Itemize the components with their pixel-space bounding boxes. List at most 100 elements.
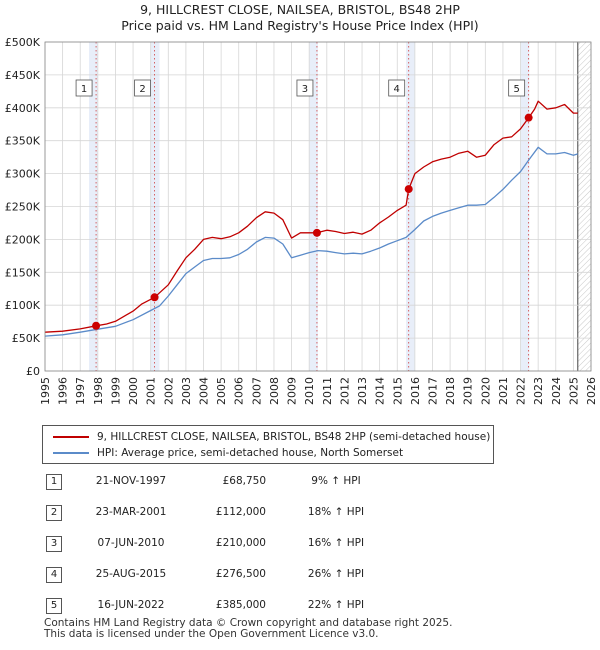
x-tick-label: 2015 <box>391 377 404 405</box>
y-tick-label: £150K <box>5 266 41 279</box>
x-tick-label: 2019 <box>462 377 475 405</box>
sale-date: 23-MAR-2001 <box>95 506 167 518</box>
axis-tick-labels: £0 £50K £100K £150K £200K £250K £300K £350K £400… <box>5 36 598 405</box>
sale-point-4 <box>404 185 413 194</box>
x-tick-label: 2002 <box>162 377 175 405</box>
chart-subtitle: Price paid vs. HM Land Registry's House … <box>121 18 479 33</box>
sale-label-box-1 <box>75 79 93 97</box>
sale-label-box-2 <box>134 79 151 97</box>
sale-label-text-4: 4 <box>394 84 400 95</box>
sale-number-badge: 1 <box>46 474 62 490</box>
sale-date: 25-AUG-2015 <box>95 568 167 580</box>
sale-row-5: 5 16-JUN-2022 £385,000 22% ↑ HPI <box>46 598 426 614</box>
sale-hpi-change: 22% ↑ HPI <box>307 599 365 611</box>
x-tick-label: 2003 <box>180 377 193 405</box>
footer-copyright: Contains HM Land Registry data © Crown c… <box>44 617 453 629</box>
sale-date: 21-NOV-1997 <box>95 475 167 487</box>
x-tick-label: 2026 <box>585 377 598 405</box>
legend-label-hpi: HPI: Average price, semi-detached house,… <box>97 447 404 459</box>
legend: 9, HILLCREST CLOSE, NAILSEA, BRISTOL, BS… <box>42 425 494 464</box>
property-price-line <box>44 100 578 333</box>
sale-label-box-3 <box>296 79 314 97</box>
sale-price: £276,500 <box>215 568 266 580</box>
y-tick-label: £100K <box>5 299 41 312</box>
y-tick-label: £0 <box>26 365 40 378</box>
sale-hpi-change: 18% ↑ HPI <box>307 506 365 518</box>
y-tick-label: £300K <box>5 168 41 181</box>
x-tick-label: 1996 <box>57 377 70 405</box>
price-chart: 1 2 3 4 5 £0 £50K £100K £150K £200K £250K £300K £35… <box>5 36 598 405</box>
legend-swatch-property <box>53 436 89 438</box>
sale-point-3 <box>312 228 321 237</box>
x-tick-label: 2023 <box>532 377 545 405</box>
sale-number-badge: 3 <box>46 536 62 552</box>
legend-item-property: 9, HILLCREST CLOSE, NAILSEA, BRISTOL, BS… <box>53 430 490 444</box>
sale-row-1: 1 21-NOV-1997 £68,750 9% ↑ HPI <box>46 474 426 490</box>
y-tick-label: £350K <box>5 135 41 148</box>
series-lines <box>44 100 578 337</box>
x-tick-label: 2005 <box>215 377 228 405</box>
x-tick-label: 2020 <box>479 377 492 405</box>
y-tick-label: £200K <box>5 233 41 246</box>
sale-label-text-3: 3 <box>302 84 308 95</box>
sale-label-text-1: 1 <box>81 84 87 95</box>
sale-row-2: 2 23-MAR-2001 £112,000 18% ↑ HPI <box>46 505 426 521</box>
sale-label-text-2: 2 <box>139 84 145 95</box>
sale-number-badge: 4 <box>46 567 62 583</box>
x-tick-label: 2017 <box>426 377 439 405</box>
sale-price: £68,750 <box>222 475 266 487</box>
x-tick-label: 2010 <box>303 377 316 405</box>
y-tick-label: £250K <box>5 201 41 214</box>
sale-price: £385,000 <box>215 599 266 611</box>
sale-point-1 <box>92 321 101 330</box>
sale-label-box-4 <box>388 79 406 97</box>
sale-hpi-change: 9% ↑ HPI <box>311 475 361 487</box>
sale-point-5 <box>524 113 533 122</box>
y-tick-label: £400K <box>5 102 41 115</box>
footer: Contains HM Land Registry data © Crown c… <box>44 618 452 640</box>
hpi-line <box>44 146 578 337</box>
x-tick-label: 2016 <box>409 377 422 405</box>
x-tick-label: 2009 <box>286 377 299 405</box>
x-tick-label: 2024 <box>550 377 563 405</box>
sale-row-4: 4 25-AUG-2015 £276,500 26% ↑ HPI <box>46 567 426 583</box>
sale-price: £112,000 <box>215 506 266 518</box>
sale-markers: 1 2 3 4 5 <box>75 79 533 330</box>
legend-swatch-hpi <box>53 452 89 454</box>
y-tick-label: £500K <box>5 36 41 49</box>
x-tick-label: 2007 <box>250 377 263 405</box>
chart-title-line: 9, HILLCREST CLOSE, NAILSEA, BRISTOL, BS… <box>140 2 460 17</box>
sale-label-box-5 <box>508 79 526 97</box>
sale-hpi-change: 26% ↑ HPI <box>307 568 365 580</box>
x-tick-label: 2006 <box>233 377 246 405</box>
sale-label-text-5: 5 <box>513 84 519 95</box>
x-tick-label: 2025 <box>567 377 580 405</box>
chart-title: 9, HILLCREST CLOSE, NAILSEA, BRISTOL, BS… <box>0 2 600 34</box>
sale-point-2 <box>150 293 159 302</box>
x-tick-label: 2012 <box>338 377 351 405</box>
x-tick-label: 2014 <box>374 377 387 405</box>
sale-hpi-change: 16% ↑ HPI <box>307 537 365 549</box>
sale-number-badge: 2 <box>46 505 62 521</box>
x-tick-label: 2022 <box>515 377 528 405</box>
sale-price: £210,000 <box>215 537 266 549</box>
x-tick-label: 1997 <box>74 377 87 405</box>
x-tick-label: 2011 <box>321 377 334 405</box>
sale-date: 16-JUN-2022 <box>97 599 165 611</box>
x-tick-label: 1998 <box>92 377 105 405</box>
x-tick-label: 2008 <box>268 377 281 405</box>
x-tick-label: 2004 <box>198 377 211 405</box>
x-tick-label: 2001 <box>145 377 158 405</box>
x-tick-label: 2021 <box>497 377 510 405</box>
x-tick-label: 1999 <box>109 377 122 405</box>
plot-border <box>44 41 592 372</box>
legend-label-property: 9, HILLCREST CLOSE, NAILSEA, BRISTOL, BS… <box>97 431 491 443</box>
sale-date: 07-JUN-2010 <box>97 537 165 549</box>
sale-number-badge: 5 <box>46 598 62 614</box>
footer-licence: This data is licensed under the Open Gov… <box>44 628 379 640</box>
legend-item-hpi: HPI: Average price, semi-detached house,… <box>53 446 403 460</box>
sale-row-3: 3 07-JUN-2010 £210,000 16% ↑ HPI <box>46 536 426 552</box>
x-tick-label: 2013 <box>356 377 369 405</box>
y-tick-label: £50K <box>12 332 41 345</box>
x-tick-label: 2018 <box>444 377 457 405</box>
